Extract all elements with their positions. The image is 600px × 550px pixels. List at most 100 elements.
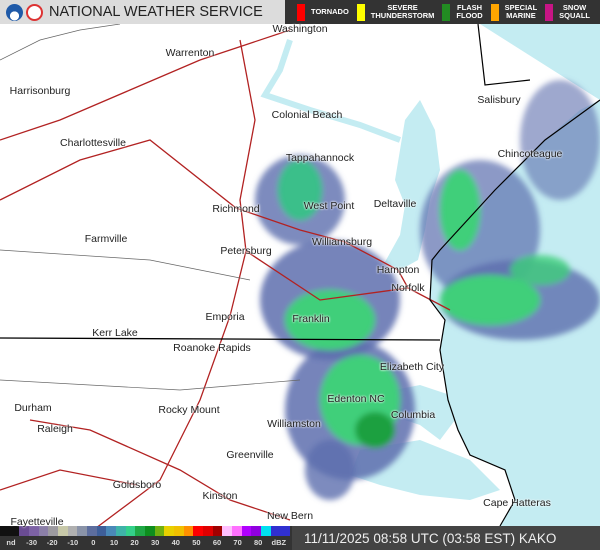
header: NATIONAL WEATHER SERVICE	[0, 0, 285, 24]
scale-color	[193, 526, 204, 536]
city-label: Franklin	[292, 313, 330, 325]
chesapeake-bay	[385, 100, 440, 270]
header-title: NATIONAL WEATHER SERVICE	[49, 4, 263, 20]
legend-label: SPECIAL MARINE	[504, 3, 538, 20]
legend-swatch	[356, 3, 365, 21]
noaa-logo-icon	[6, 3, 23, 21]
legend-item: FLASH FLOOD	[442, 3, 483, 21]
scale-color	[145, 526, 155, 536]
scale-color	[9, 526, 20, 536]
scale-tick: nd	[6, 538, 16, 547]
de-md-line	[477, 23, 531, 86]
city-label: Tappahannock	[285, 152, 355, 164]
legend-label: SEVERE THUNDERSTORM	[370, 3, 435, 20]
city-label: West Point	[303, 200, 355, 212]
city-label: Edenton NC	[327, 393, 385, 405]
scale-color	[232, 526, 242, 536]
city-label: Williamsburg	[311, 236, 373, 248]
city-label: Deltaville	[373, 198, 417, 210]
scale-color	[48, 526, 59, 536]
scale-color	[96, 526, 107, 536]
scale-tick: 0	[91, 538, 96, 547]
scale-color	[222, 526, 233, 536]
scale-color	[125, 526, 136, 536]
scale-tick: dBZ	[271, 538, 287, 547]
city-label: Kerr Lake	[92, 327, 138, 339]
boundaries	[0, 23, 301, 391]
scale-tick: 70	[233, 538, 242, 547]
nws-logo-icon	[26, 3, 43, 21]
city-label: Harrisonburg	[9, 85, 71, 97]
scale-color	[116, 526, 126, 536]
scale-color	[0, 526, 10, 536]
scale-color	[38, 526, 49, 536]
legend-swatch	[442, 3, 451, 21]
city-label: Washington	[272, 23, 328, 35]
legend-label: FLASH FLOOD	[456, 3, 483, 20]
city-label: Cape Hatteras	[483, 497, 551, 509]
scale-color	[29, 526, 39, 536]
scale-color	[183, 526, 194, 536]
scale-color	[164, 526, 175, 536]
city-label: Petersburg	[220, 245, 272, 257]
scale-tick: -30	[26, 538, 38, 547]
timestamp: 11/11/2025 08:58 UTC (03:58 EST) KAKO	[292, 526, 600, 550]
scale-color	[280, 526, 291, 536]
scale-tick: 50	[192, 538, 201, 547]
city-label: Farmville	[84, 233, 128, 245]
city-label: Colonial Beach	[271, 109, 343, 121]
scale-color	[67, 526, 78, 536]
city-label: Goldsboro	[112, 479, 162, 491]
legend-swatch	[297, 3, 305, 21]
scale-color	[261, 526, 271, 536]
scale-color	[203, 526, 213, 536]
city-label: New Bern	[266, 510, 314, 522]
city-label: Williamston	[267, 418, 321, 430]
city-label: Kinston	[202, 490, 238, 502]
legend-swatch	[490, 3, 499, 21]
legend-item: SPECIAL MARINE	[490, 3, 538, 21]
city-label: Roanoke Rapids	[173, 342, 251, 354]
scale-color	[174, 526, 184, 536]
scale-color	[135, 526, 146, 536]
city-label: Rocky Mount	[158, 404, 220, 416]
legend-item: SNOW SQUALL	[545, 3, 590, 21]
scale-tick: 30	[151, 538, 160, 547]
city-label: Raleigh	[37, 423, 73, 435]
state-line	[0, 337, 441, 341]
scale-color	[87, 526, 97, 536]
scale-color	[270, 526, 281, 536]
city-label: Elizabeth City	[379, 361, 445, 373]
coastline	[429, 99, 600, 527]
legend-swatch	[545, 3, 554, 21]
city-label: Emporia	[205, 311, 245, 323]
city-label: Chincoteague	[497, 148, 563, 160]
scale-color	[251, 526, 262, 536]
city-label: Salisbury	[477, 94, 521, 106]
scale-tick: 20	[130, 538, 139, 547]
radar-echoes	[255, 80, 600, 500]
scale-tick: -20	[46, 538, 58, 547]
scale-tick: -10	[67, 538, 79, 547]
scale-color	[154, 526, 165, 536]
legend-label: TORNADO	[311, 7, 349, 16]
city-label: Warrenton	[165, 47, 215, 59]
warning-legend: TORNADO SEVERE THUNDERSTORM FLASH FLOOD SPECI…	[285, 0, 600, 24]
scale-tick: 40	[171, 538, 180, 547]
scale-tick: 80	[254, 538, 263, 547]
scale-color	[241, 526, 252, 536]
city-label: Norfolk	[391, 282, 425, 294]
scale-color	[77, 526, 88, 536]
dbz-color-scale: nd -30 -20 -10 0 10 20 30 40 50 60 70 80 dBZ	[0, 526, 292, 550]
potomac	[260, 39, 402, 143]
scale-tick: 60	[212, 538, 222, 547]
city-label: Columbia	[390, 409, 436, 421]
city-label: Richmond	[212, 203, 260, 215]
highways	[0, 29, 451, 541]
city-label: Fayetteville	[10, 516, 64, 528]
city-label: Hampton	[376, 264, 420, 276]
scale-color	[212, 526, 223, 536]
city-label: Greenville	[226, 449, 274, 461]
scale-tick: 10	[109, 538, 119, 547]
